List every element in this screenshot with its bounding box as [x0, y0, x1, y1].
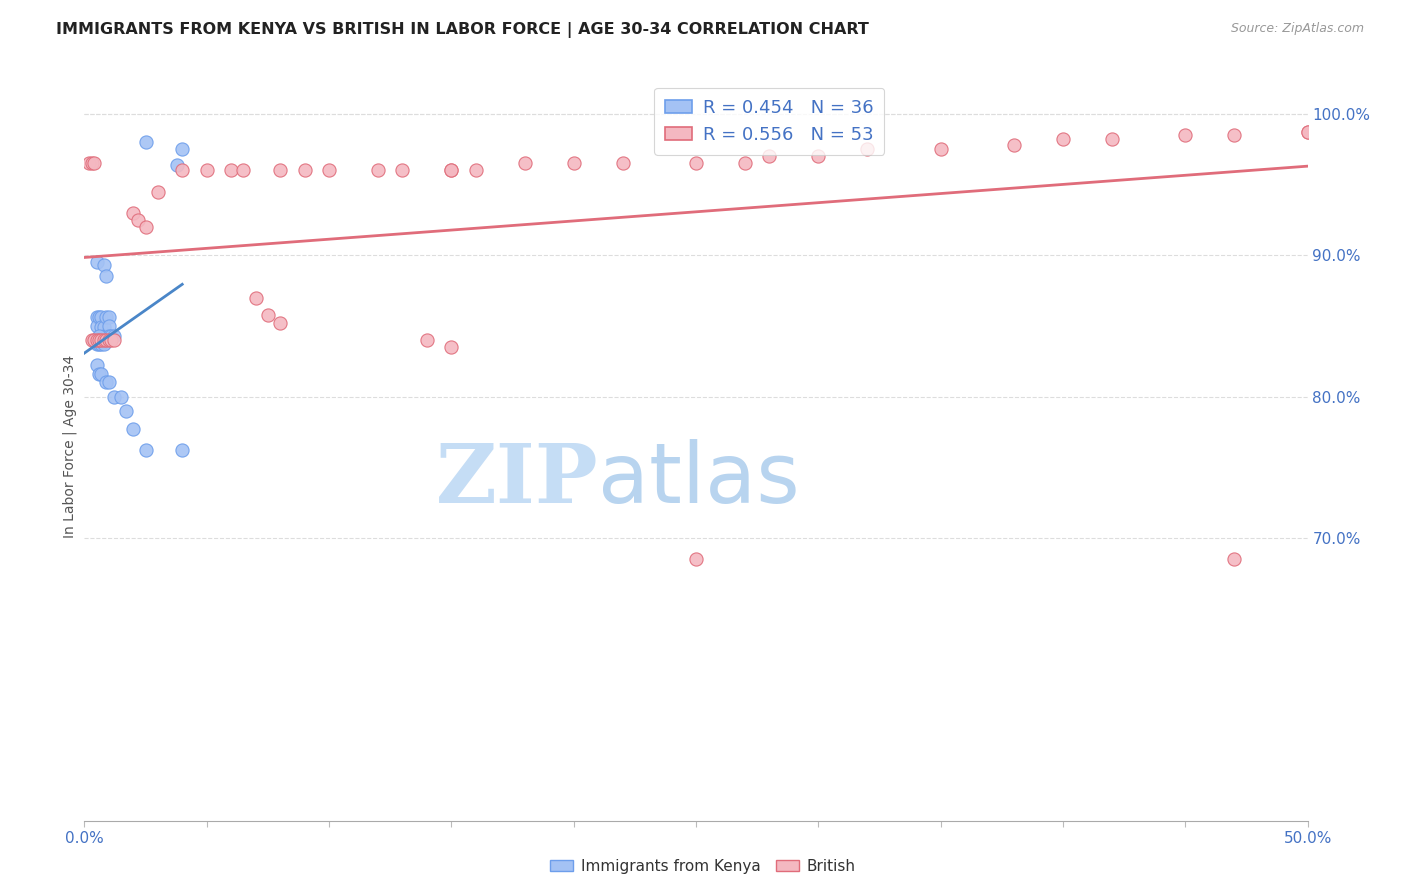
Point: [758, 149, 780, 163]
Point: [612, 156, 634, 170]
Point: [83, 333, 105, 347]
Point: [122, 422, 145, 436]
Point: [269, 163, 291, 178]
Point: [294, 163, 316, 178]
Point: [97, 333, 120, 347]
Point: [97, 328, 120, 343]
Point: [93, 258, 115, 272]
Point: [103, 328, 125, 343]
Point: [103, 390, 125, 404]
Y-axis label: In Labor Force | Age 30-34: In Labor Force | Age 30-34: [63, 354, 77, 538]
Point: [93, 337, 115, 351]
Point: [1223, 128, 1246, 142]
Point: [87, 367, 110, 381]
Point: [90, 333, 112, 347]
Point: [1223, 552, 1246, 566]
Point: [80, 333, 103, 347]
Point: [96, 269, 118, 284]
Point: [96, 310, 118, 325]
Point: [172, 142, 194, 156]
Point: [257, 308, 280, 322]
Point: [172, 443, 194, 458]
Point: [440, 340, 463, 354]
Point: [127, 212, 149, 227]
Point: [269, 316, 291, 330]
Point: [146, 185, 169, 199]
Point: [1296, 125, 1319, 139]
Point: [1174, 128, 1197, 142]
Point: [77, 156, 100, 170]
Point: [97, 318, 120, 333]
Legend: Immigrants from Kenya, British: Immigrants from Kenya, British: [544, 853, 862, 880]
Point: [172, 163, 194, 178]
Text: Source: ZipAtlas.com: Source: ZipAtlas.com: [1230, 22, 1364, 36]
Point: [86, 337, 108, 351]
Point: [97, 376, 120, 390]
Point: [83, 156, 105, 170]
Point: [86, 333, 108, 347]
Point: [86, 318, 108, 333]
Text: atlas: atlas: [598, 439, 800, 520]
Point: [97, 310, 120, 325]
Point: [86, 310, 108, 325]
Point: [86, 255, 108, 269]
Point: [86, 359, 108, 373]
Point: [1296, 125, 1319, 139]
Point: [87, 337, 110, 351]
Point: [166, 158, 188, 172]
Point: [96, 333, 118, 347]
Point: [93, 333, 115, 347]
Point: [807, 149, 830, 163]
Point: [440, 163, 463, 178]
Point: [87, 328, 110, 343]
Point: [90, 367, 112, 381]
Point: [93, 328, 115, 343]
Point: [856, 142, 879, 156]
Point: [96, 328, 118, 343]
Point: [90, 310, 112, 325]
Point: [685, 156, 707, 170]
Point: [90, 320, 112, 334]
Point: [1101, 132, 1123, 146]
Point: [562, 156, 585, 170]
Text: ZIP: ZIP: [436, 440, 598, 520]
Point: [90, 337, 112, 351]
Point: [135, 219, 157, 234]
Point: [929, 142, 952, 156]
Point: [513, 156, 536, 170]
Point: [1002, 137, 1025, 152]
Point: [87, 310, 110, 325]
Point: [87, 333, 110, 347]
Legend: R = 0.454   N = 36, R = 0.556   N = 53: R = 0.454 N = 36, R = 0.556 N = 53: [654, 88, 884, 154]
Point: [367, 163, 389, 178]
Point: [318, 163, 340, 178]
Point: [416, 333, 439, 347]
Point: [135, 135, 157, 149]
Point: [115, 403, 138, 417]
Point: [232, 163, 254, 178]
Point: [219, 163, 242, 178]
Text: IMMIGRANTS FROM KENYA VS BRITISH IN LABOR FORCE | AGE 30-34 CORRELATION CHART: IMMIGRANTS FROM KENYA VS BRITISH IN LABO…: [56, 22, 869, 38]
Point: [135, 443, 157, 458]
Point: [195, 163, 218, 178]
Point: [685, 552, 707, 566]
Point: [93, 320, 115, 334]
Point: [80, 156, 103, 170]
Point: [464, 163, 486, 178]
Point: [100, 328, 122, 343]
Point: [734, 156, 756, 170]
Point: [440, 163, 463, 178]
Point: [1052, 132, 1074, 146]
Point: [100, 333, 122, 347]
Point: [96, 376, 118, 390]
Point: [391, 163, 413, 178]
Point: [110, 390, 132, 404]
Point: [122, 205, 145, 219]
Point: [245, 291, 267, 305]
Point: [103, 333, 125, 347]
